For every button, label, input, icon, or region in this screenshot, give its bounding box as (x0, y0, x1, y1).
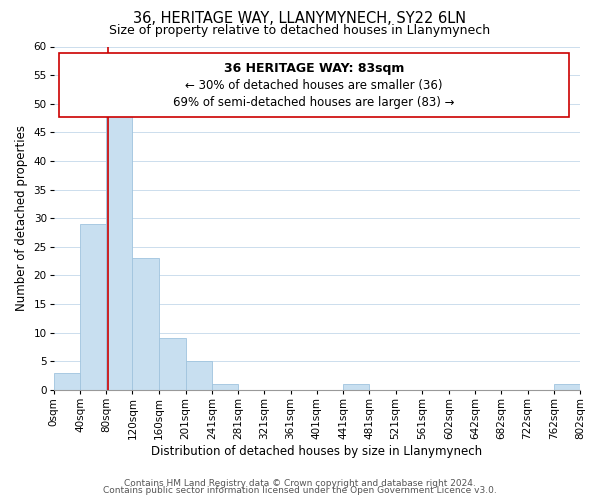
Bar (133, 258, 159, 390)
Bar (80, 224, 106, 390)
Bar (106, 110, 133, 390)
Text: 36, HERITAGE WAY, LLANYMYNECH, SY22 6LN: 36, HERITAGE WAY, LLANYMYNECH, SY22 6LN (133, 11, 467, 26)
X-axis label: Distribution of detached houses by size in Llanymynech: Distribution of detached houses by size … (151, 444, 482, 458)
Text: Contains HM Land Registry data © Crown copyright and database right 2024.: Contains HM Land Registry data © Crown c… (124, 478, 476, 488)
Bar (54, 372, 80, 390)
Text: Size of property relative to detached houses in Llanymynech: Size of property relative to detached ho… (109, 24, 491, 37)
Text: ← 30% of detached houses are smaller (36): ← 30% of detached houses are smaller (36… (185, 79, 443, 92)
Y-axis label: Number of detached properties: Number of detached properties (15, 125, 28, 311)
FancyBboxPatch shape (59, 54, 569, 117)
Bar (185, 362, 212, 390)
Text: 36 HERITAGE WAY: 83sqm: 36 HERITAGE WAY: 83sqm (224, 62, 404, 75)
Bar (343, 384, 370, 390)
Bar (554, 384, 580, 390)
Text: Contains public sector information licensed under the Open Government Licence v3: Contains public sector information licen… (103, 486, 497, 495)
Bar (159, 338, 185, 390)
Text: 69% of semi-detached houses are larger (83) →: 69% of semi-detached houses are larger (… (173, 96, 455, 110)
Bar (212, 384, 238, 390)
